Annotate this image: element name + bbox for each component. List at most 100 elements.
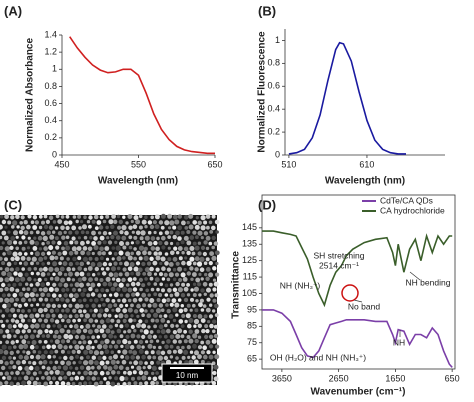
particle xyxy=(130,314,134,318)
particle xyxy=(188,213,194,219)
particle xyxy=(6,375,12,381)
particle xyxy=(108,272,114,277)
particle xyxy=(125,251,131,257)
particle xyxy=(172,330,177,335)
legend-label: CA hydrochloride xyxy=(380,205,445,215)
particle xyxy=(68,251,74,256)
particle xyxy=(150,360,154,365)
particle xyxy=(196,261,203,267)
particle xyxy=(44,329,49,334)
particle xyxy=(48,329,54,334)
particle xyxy=(158,366,162,370)
particle xyxy=(119,293,124,297)
particle xyxy=(54,236,59,241)
particle xyxy=(171,298,177,303)
particle xyxy=(110,359,116,365)
particle xyxy=(32,287,37,293)
y-tick-label: 85 xyxy=(247,321,257,331)
particle xyxy=(16,350,20,354)
particle xyxy=(72,308,77,313)
particle xyxy=(132,277,137,281)
particle xyxy=(99,246,104,252)
particle xyxy=(144,277,148,281)
particle xyxy=(204,324,209,329)
particle xyxy=(130,324,135,329)
particle xyxy=(13,334,17,338)
particle xyxy=(104,338,110,344)
particle xyxy=(62,261,68,266)
particle xyxy=(166,320,170,324)
particle xyxy=(114,323,119,328)
particle xyxy=(135,292,140,297)
particle xyxy=(0,371,3,376)
particle xyxy=(93,245,99,251)
particle xyxy=(183,215,189,220)
particle xyxy=(27,309,32,313)
particle xyxy=(46,344,51,350)
particle xyxy=(105,298,110,303)
particle xyxy=(199,256,205,262)
particle xyxy=(61,318,65,323)
x-tick-label: 650 xyxy=(207,159,222,169)
particle xyxy=(85,344,91,351)
particle xyxy=(107,281,113,287)
particle xyxy=(133,339,138,344)
particle xyxy=(66,329,71,334)
particle xyxy=(116,382,120,386)
particle xyxy=(127,255,133,261)
particle xyxy=(205,246,210,251)
particle xyxy=(0,381,3,387)
particle xyxy=(130,251,134,256)
particle xyxy=(2,303,7,309)
particle xyxy=(71,349,76,354)
particle xyxy=(58,294,62,298)
particle xyxy=(71,225,77,231)
particle xyxy=(82,246,88,251)
particle xyxy=(97,261,103,268)
particle xyxy=(205,214,211,219)
particle xyxy=(130,303,134,308)
particle xyxy=(80,220,84,224)
particle xyxy=(43,246,48,251)
y-tick-label: 1.2 xyxy=(44,47,57,57)
particle xyxy=(111,246,116,250)
particle xyxy=(169,344,174,349)
particle xyxy=(38,214,43,219)
particle xyxy=(153,251,158,256)
particle xyxy=(130,333,136,339)
y-tick-label: 125 xyxy=(242,255,257,265)
x-axis-label: Wavelength (nm) xyxy=(98,176,178,187)
particle xyxy=(214,219,220,225)
particle xyxy=(215,344,220,349)
particle xyxy=(51,344,57,350)
particle xyxy=(88,381,92,385)
particle xyxy=(160,225,165,230)
particle xyxy=(23,334,29,340)
particle xyxy=(121,359,127,365)
annotation: SH stretching xyxy=(313,250,364,260)
particle xyxy=(98,225,104,230)
particle xyxy=(181,251,185,255)
particle xyxy=(85,323,91,329)
particle xyxy=(113,261,118,266)
particle xyxy=(133,318,137,323)
particle xyxy=(96,220,102,225)
particle xyxy=(79,325,84,329)
particle xyxy=(0,359,4,365)
particle xyxy=(197,345,203,350)
particle xyxy=(46,261,51,265)
data-line xyxy=(262,309,453,368)
particle xyxy=(200,359,205,364)
y-tick-label: 135 xyxy=(242,239,257,249)
particle xyxy=(13,376,17,381)
particle xyxy=(212,329,216,334)
x-tick-label: 610 xyxy=(359,159,374,169)
particle xyxy=(133,247,137,251)
particle xyxy=(133,256,138,261)
particle xyxy=(79,345,85,350)
particle xyxy=(160,256,166,262)
particle xyxy=(82,276,87,282)
particle xyxy=(86,376,91,381)
particle xyxy=(209,303,213,307)
particle xyxy=(107,303,113,309)
